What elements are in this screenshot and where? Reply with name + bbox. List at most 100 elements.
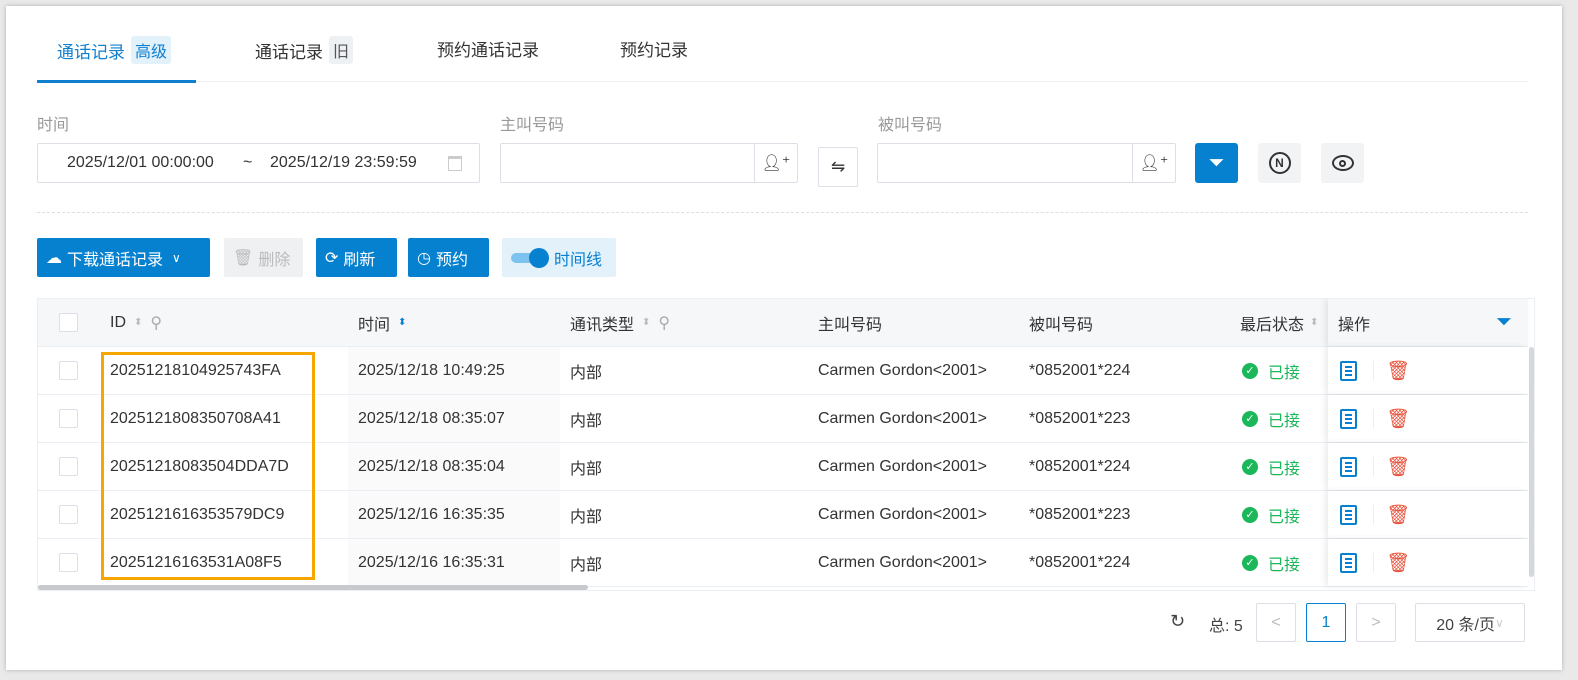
callee-label: 被叫号码 [878,117,943,134]
details-button[interactable] [1340,347,1357,394]
tab-call-logs-old[interactable]: 通话记录旧 [255,36,354,64]
row-checkbox[interactable] [59,347,78,394]
page-1-button[interactable]: 1 [1306,603,1346,642]
column-filter-icon[interactable]: ⏷ [1496,311,1512,333]
check-circle-icon: ✓ [1242,554,1258,571]
search-icon[interactable]: ⚲ [150,314,163,332]
refresh-icon: ⟳ [325,249,339,267]
horizontal-scrollbar[interactable] [38,585,588,590]
cell-call-type: 内部 [570,460,603,478]
search-icon[interactable]: ⚲ [658,314,671,332]
delete-row-button[interactable]: 🗑︎ [1386,347,1410,394]
filter-button[interactable]: ⏷ [1195,143,1238,183]
tab-label: 预约记录 [620,41,688,60]
reload-icon[interactable]: ↻ [1170,611,1186,631]
calendar-icon [448,156,462,171]
download-call-logs-button[interactable]: ☁ 下载通话记录 ∨ [37,238,210,277]
cell-time: 2025/12/16 16:35:31 [348,539,560,586]
column-call-type[interactable]: 通讯类型 ⬍ ⚲ [570,299,670,346]
status-text: 已接 [1268,460,1301,478]
vertical-scrollbar[interactable] [1529,347,1534,577]
select-all-checkbox[interactable] [59,299,78,346]
time-label: 时间 [37,117,70,134]
schedule-button[interactable]: ◷ 预约 [408,238,489,277]
page-size-select[interactable]: 20 条/页 ∨ [1415,603,1525,642]
status-text: 已接 [1268,412,1301,430]
cell-id: 20251218104925743FA [110,361,281,379]
row-checkbox[interactable] [59,491,78,538]
cloud-download-icon: ☁ [46,249,62,267]
cell-callee: *0852001*223 [1029,409,1131,427]
sort-icon[interactable]: ⬍ [1310,317,1319,328]
delete-button[interactable]: 🗑︎ 删除 [224,238,303,277]
timeline-toggle[interactable]: 时间线 [502,238,616,277]
delete-row-button[interactable]: 🗑︎ [1386,491,1410,538]
row-actions: 🗑︎ [1328,491,1528,538]
check-circle-icon: ✓ [1242,362,1258,379]
details-button[interactable] [1340,491,1357,538]
document-icon [1340,408,1357,429]
header-label: ID [110,313,126,331]
column-time[interactable]: 时间 ⬍ [358,299,406,346]
table-row: 20251218083504DDA7D 2025/12/18 08:35:04 … [38,443,1528,491]
row-checkbox[interactable] [59,539,78,586]
column-id[interactable]: ID ⬍ ⚲ [110,299,162,346]
sort-icon[interactable]: ⬍ [134,317,143,328]
tab-schedule-records[interactable]: 预约记录 [620,36,688,61]
tab-label: 通话记录 [57,42,125,62]
tab-bar: 通话记录 高级 通话记录旧 预约通话记录 预约记录 [37,6,1528,83]
delete-row-button[interactable]: 🗑︎ [1386,539,1410,586]
callee-number-input[interactable]: 👤︎⁺ [877,143,1176,183]
tab-scheduled-calls[interactable]: 预约通话记录 [437,36,539,61]
table-header: ID ⬍ ⚲ 时间 ⬍ 通讯类型 ⬍ ⚲ 主叫号码 被叫号码 最后状态 ⬍ 操作 ⏷ [38,299,1528,347]
time-range-picker[interactable]: 2025/12/01 00:00:00 ~ 2025/12/19 23:59:5… [37,143,480,183]
next-page-button[interactable]: > [1356,603,1396,642]
trash-icon: 🗑︎ [1386,456,1411,478]
view-columns-button[interactable] [1321,143,1364,183]
caller-number-input[interactable]: 👤︎⁺ [500,143,798,183]
row-checkbox[interactable] [59,395,78,442]
cell-call-type: 内部 [570,556,603,574]
toggle-switch[interactable] [511,247,549,268]
cell-time: 2025/12/16 16:35:35 [348,491,560,538]
cell-caller: Carmen Gordon<2001> [818,409,987,427]
button-label: 预约 [435,251,468,269]
details-button[interactable] [1340,539,1357,586]
total-count: 总: 5 [1209,618,1243,635]
sort-icon[interactable]: ⬍ [642,317,651,328]
number-search-button[interactable]: N [1258,143,1301,183]
cell-caller: Carmen Gordon<2001> [818,553,987,571]
column-status[interactable]: 最后状态 ⬍ [1240,299,1318,346]
table-row: 2025121808350708A41 2025/12/18 08:35:07 … [38,395,1528,443]
header-label: 时间 [358,316,391,334]
select-contact-button[interactable]: 👤︎⁺ [1132,144,1175,182]
add-user-icon: 👤︎⁺ [1139,155,1169,172]
caller-label: 主叫号码 [500,117,565,134]
trash-icon: 🗑︎ [1386,360,1411,382]
action-divider [1373,505,1374,525]
header-label: 最后状态 [1240,316,1305,334]
delete-row-button[interactable]: 🗑︎ [1386,443,1410,490]
prev-page-button[interactable]: < [1256,603,1296,642]
column-callee: 被叫号码 [1029,299,1093,346]
trash-icon: 🗑︎ [233,249,254,267]
sort-icon[interactable]: ⬍ [398,317,407,328]
details-button[interactable] [1340,443,1357,490]
column-caller: 主叫号码 [818,299,882,346]
cell-callee: *0852001*223 [1029,505,1131,523]
select-contact-button[interactable]: 👤︎⁺ [754,144,797,182]
delete-row-button[interactable]: 🗑︎ [1386,395,1410,442]
tab-call-logs-advanced[interactable]: 通话记录 高级 [57,36,172,64]
swap-numbers-button[interactable]: ⇋ [818,147,858,187]
cell-status: ✓ 已接 [1242,539,1300,586]
action-divider [1373,361,1374,381]
cell-id: 2025121808350708A41 [110,409,281,427]
row-actions: 🗑︎ [1328,395,1528,442]
page-size-value: 20 条/页 [1436,616,1495,634]
table-row: 20251216163531A08F5 2025/12/16 16:35:31 … [38,539,1528,587]
check-circle-icon: ✓ [1242,506,1258,523]
row-checkbox[interactable] [59,443,78,490]
cell-callee: *0852001*224 [1029,553,1131,571]
details-button[interactable] [1340,395,1357,442]
refresh-button[interactable]: ⟳ 刷新 [316,238,397,277]
